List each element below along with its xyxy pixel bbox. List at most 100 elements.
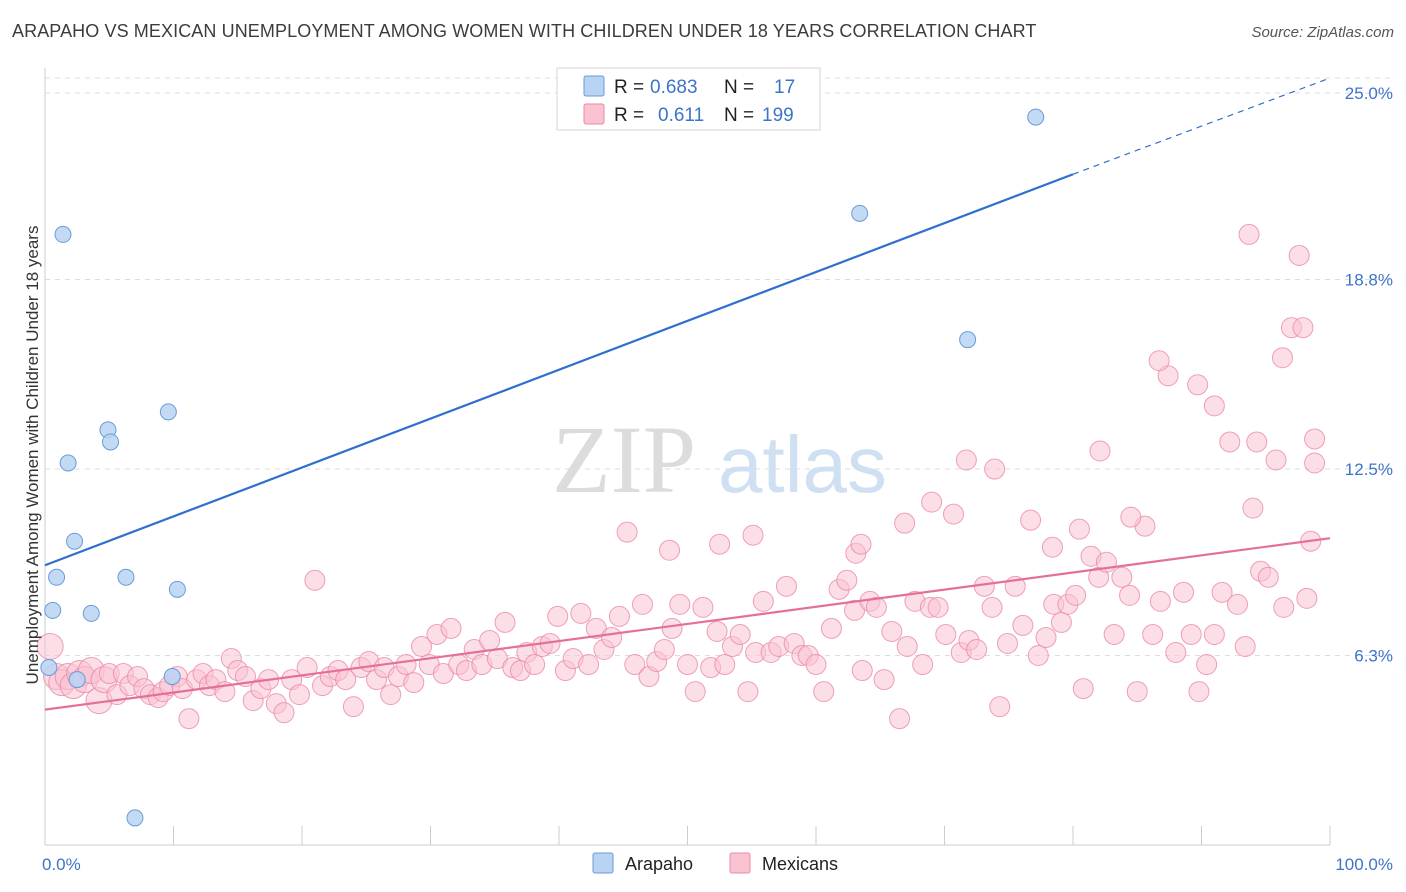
y-tick-label: 18.8%: [1345, 271, 1393, 290]
arapaho-point: [126, 809, 144, 827]
mexicans-point: [912, 654, 934, 676]
mexicans-point: [1120, 506, 1142, 528]
mexicans-point: [752, 590, 774, 612]
arapaho-point: [117, 568, 135, 586]
mexicans-point: [1238, 223, 1260, 245]
mexicans-point: [440, 617, 462, 639]
mexicans-point: [737, 681, 759, 703]
mexicans-point: [966, 638, 988, 660]
mexicans-point: [1257, 566, 1279, 588]
mexicans-point: [653, 638, 675, 660]
mexicans-point: [1173, 581, 1195, 603]
mexicans-point: [684, 681, 706, 703]
mexicans-point: [632, 593, 654, 615]
y-axis-title: Unemployment Among Women with Children U…: [23, 226, 42, 685]
mexicans-point: [1234, 635, 1256, 657]
mexicans-point: [889, 708, 911, 730]
mexicans-point: [1103, 623, 1125, 645]
x-tick-labels: 0.0% 100.0%: [42, 855, 1393, 874]
mexicans-point: [677, 654, 698, 676]
mexicans-point: [1288, 244, 1310, 266]
mexicans-point: [865, 596, 887, 618]
mexicans-point: [896, 635, 918, 657]
mexicans-point: [981, 596, 1003, 618]
legend-n-label-mexicans: N =: [724, 105, 754, 126]
mexicans-point: [624, 654, 646, 676]
mexicans-point: [395, 654, 417, 676]
watermark-zip: ZIP: [552, 406, 696, 513]
chart-title: ARAPAHO VS MEXICAN UNEMPLOYMENT AMONG WO…: [12, 21, 1037, 41]
mexicans-point: [1296, 587, 1318, 609]
mexicans-point: [1196, 654, 1218, 676]
arapaho-point: [66, 532, 84, 550]
mexicans-point: [494, 611, 516, 633]
mexicans-point: [844, 599, 866, 621]
mexicans-point: [601, 626, 623, 648]
mexicans-point: [342, 696, 364, 718]
arapaho-points: [40, 108, 1045, 827]
x-tick-label: 100.0%: [1335, 855, 1393, 874]
mexicans-point: [851, 660, 873, 682]
mexicans-point: [1165, 641, 1187, 663]
mexicans-point: [1203, 623, 1225, 645]
legend-arapaho-swatch: [583, 75, 605, 97]
gridlines: [45, 77, 1395, 657]
source-label: Source: ZipAtlas.com: [1251, 24, 1394, 41]
arapaho-point: [54, 225, 72, 243]
mexicans-point: [178, 708, 200, 730]
arapaho-point: [44, 601, 62, 619]
y-tick-label: 25.0%: [1345, 84, 1393, 103]
bottom-legend: Arapaho Mexicans: [592, 852, 838, 874]
mexicans-point: [1265, 449, 1287, 471]
mexicans-point: [304, 569, 326, 591]
mexicans-point: [585, 617, 607, 639]
arapaho-trend-extension: [1072, 77, 1331, 175]
bottom-legend-arapaho-swatch: [592, 852, 614, 874]
mexicans-point: [403, 672, 425, 694]
watermark-atlas: atlas: [718, 420, 887, 509]
mexicans-point: [927, 596, 949, 618]
mexicans-point: [1111, 566, 1133, 588]
mexicans-point: [984, 458, 1006, 480]
arapaho-point: [1027, 108, 1045, 126]
mexicans-point: [1273, 596, 1295, 618]
legend-r-label-mexicans: R =: [614, 105, 644, 126]
mexicans-point: [1219, 431, 1241, 453]
mexicans-point: [881, 620, 903, 642]
x-tick-label: 0.0%: [42, 855, 81, 874]
mexicans-point: [273, 702, 295, 724]
arapaho-point: [163, 668, 181, 686]
arapaho-point: [851, 204, 869, 222]
mexicans-point: [661, 617, 683, 639]
mexicans-point: [820, 617, 842, 639]
mexicans-point: [1203, 395, 1225, 417]
arapaho-point: [68, 671, 86, 689]
mexicans-point: [1246, 431, 1268, 453]
mexicans-point: [1027, 645, 1049, 667]
mexicans-trend-line: [44, 537, 1331, 711]
mexicans-point: [921, 491, 943, 513]
mexicans-point: [1050, 611, 1072, 633]
mexicans-point: [411, 635, 433, 657]
mexicans-point: [955, 449, 977, 471]
mexicans-point: [1035, 626, 1057, 648]
bottom-legend-mexicans-swatch: [729, 852, 751, 874]
mexicans-point: [669, 593, 691, 615]
mexicans-point: [714, 654, 736, 676]
mexicans-point: [1242, 497, 1264, 519]
mexicans-point: [296, 657, 318, 679]
mexicans-point: [1292, 317, 1314, 339]
mexicans-point: [380, 684, 402, 706]
legend-n-value-mexicans: 199: [762, 105, 794, 126]
mexicans-point: [1068, 518, 1090, 540]
arapaho-point: [59, 454, 77, 472]
mexicans-point: [1304, 428, 1326, 450]
mexicans-point: [432, 663, 454, 685]
mexicans-point: [616, 521, 638, 543]
mexicans-point: [608, 605, 630, 627]
bottom-legend-arapaho-label: Arapaho: [625, 854, 693, 874]
arapaho-point: [82, 604, 100, 622]
mexicans-point: [1072, 678, 1094, 700]
mexicans-point: [996, 632, 1018, 654]
trend-lines: [44, 77, 1331, 711]
